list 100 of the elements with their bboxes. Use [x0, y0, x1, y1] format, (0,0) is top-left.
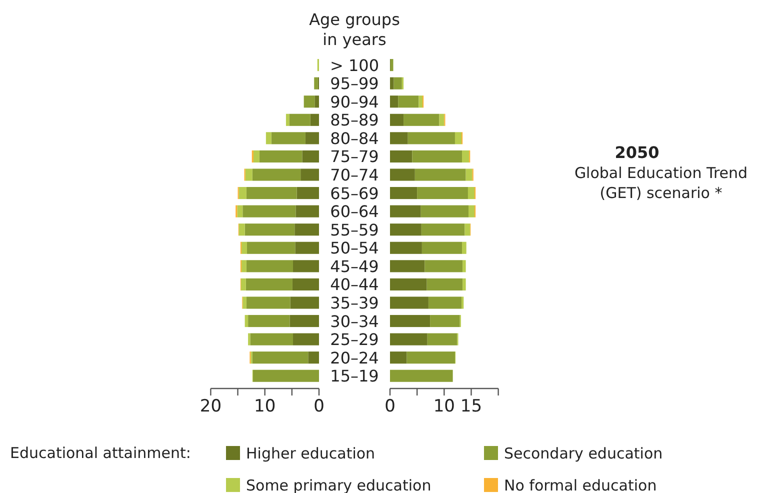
bar	[286, 114, 290, 126]
bar	[412, 150, 462, 162]
bar	[246, 296, 290, 309]
y-tick-label: 30–34	[330, 312, 379, 331]
bar	[238, 224, 245, 236]
bar	[390, 370, 453, 382]
bar	[390, 96, 398, 108]
bar	[390, 224, 422, 236]
y-tick-label: 15–19	[330, 366, 379, 386]
y-tick-label: 60–64	[330, 202, 379, 222]
x-tick-label: 0	[384, 396, 396, 416]
bar	[398, 96, 419, 108]
bar	[290, 314, 319, 328]
bar	[295, 242, 319, 254]
bar	[305, 132, 319, 144]
bar	[390, 59, 394, 72]
bar	[390, 132, 408, 144]
bar	[454, 132, 462, 144]
bar	[304, 96, 315, 108]
bar	[296, 186, 319, 200]
bar	[390, 168, 415, 181]
bar	[294, 224, 319, 236]
bar	[390, 314, 430, 328]
y-tick-label: 25–29	[330, 330, 379, 350]
bar	[417, 186, 468, 200]
y-tick-label: 70–74	[330, 166, 379, 184]
bar	[241, 278, 246, 290]
bar	[420, 205, 469, 218]
bar	[468, 186, 474, 200]
bar	[424, 260, 463, 272]
y-tick-label: 20–24	[330, 348, 379, 368]
bar	[242, 260, 246, 272]
bar	[296, 205, 319, 218]
bar	[421, 224, 465, 236]
bar	[466, 168, 472, 181]
bar	[246, 242, 296, 254]
bar	[390, 205, 421, 218]
bar	[390, 186, 418, 200]
bar	[462, 150, 470, 162]
y-tick-label: 80–84	[330, 128, 379, 148]
x-tick-label: 0	[314, 396, 324, 416]
bar	[418, 96, 422, 108]
bar	[390, 278, 427, 290]
y-tick-label: 95–99	[330, 74, 379, 94]
bar	[293, 333, 319, 346]
x-tick-label: 10	[254, 396, 276, 416]
bar	[426, 278, 463, 290]
y-tick-label: 75–79	[330, 147, 379, 166]
bar	[253, 150, 260, 162]
legend-label: No formal education	[504, 476, 657, 493]
bar	[390, 242, 422, 254]
bar	[439, 114, 444, 126]
bar	[271, 132, 306, 144]
bar	[246, 278, 292, 290]
bar	[289, 114, 310, 126]
bar	[390, 77, 394, 90]
bar	[242, 205, 296, 218]
bar	[390, 333, 428, 346]
bar	[242, 296, 246, 309]
y-tick-label: 50–54	[330, 238, 379, 258]
text: Global Education Trend (GET) scenario *	[574, 164, 748, 202]
bar	[462, 242, 466, 254]
bar	[293, 260, 319, 272]
bar	[252, 168, 301, 181]
y-tick-label: 45–49	[330, 256, 379, 276]
bar	[314, 96, 319, 108]
x-tick-label: 15	[460, 396, 482, 416]
bar	[259, 150, 302, 162]
bar	[237, 205, 243, 218]
y-tick-label: 90–94	[330, 92, 379, 112]
bar	[292, 278, 319, 290]
y-tick-label: 35–39	[330, 293, 379, 312]
bar	[250, 333, 294, 346]
bar	[242, 242, 247, 254]
bar	[390, 260, 425, 272]
bar	[390, 352, 407, 364]
bar	[462, 260, 466, 272]
bar	[390, 114, 404, 126]
bar	[245, 168, 252, 181]
bar	[310, 114, 319, 126]
bar	[464, 224, 470, 236]
y-tick-label: 40–44	[330, 275, 379, 294]
y-tick-label: 55–59	[330, 220, 379, 240]
bar	[428, 296, 462, 309]
bar	[252, 352, 308, 364]
bar	[461, 296, 464, 309]
bar	[406, 352, 455, 364]
legend-title: Educational attainment:	[10, 444, 191, 462]
bar	[246, 260, 294, 272]
text: 2050	[614, 143, 660, 162]
bar	[238, 186, 246, 200]
bar	[314, 77, 318, 90]
bar	[394, 77, 402, 90]
bar	[252, 370, 319, 382]
bar	[404, 114, 440, 126]
bar	[244, 224, 295, 236]
bar	[414, 168, 466, 181]
bar	[308, 352, 319, 364]
y-tick-label: 85–89	[330, 110, 379, 130]
legend-label: Secondary education	[504, 444, 663, 462]
